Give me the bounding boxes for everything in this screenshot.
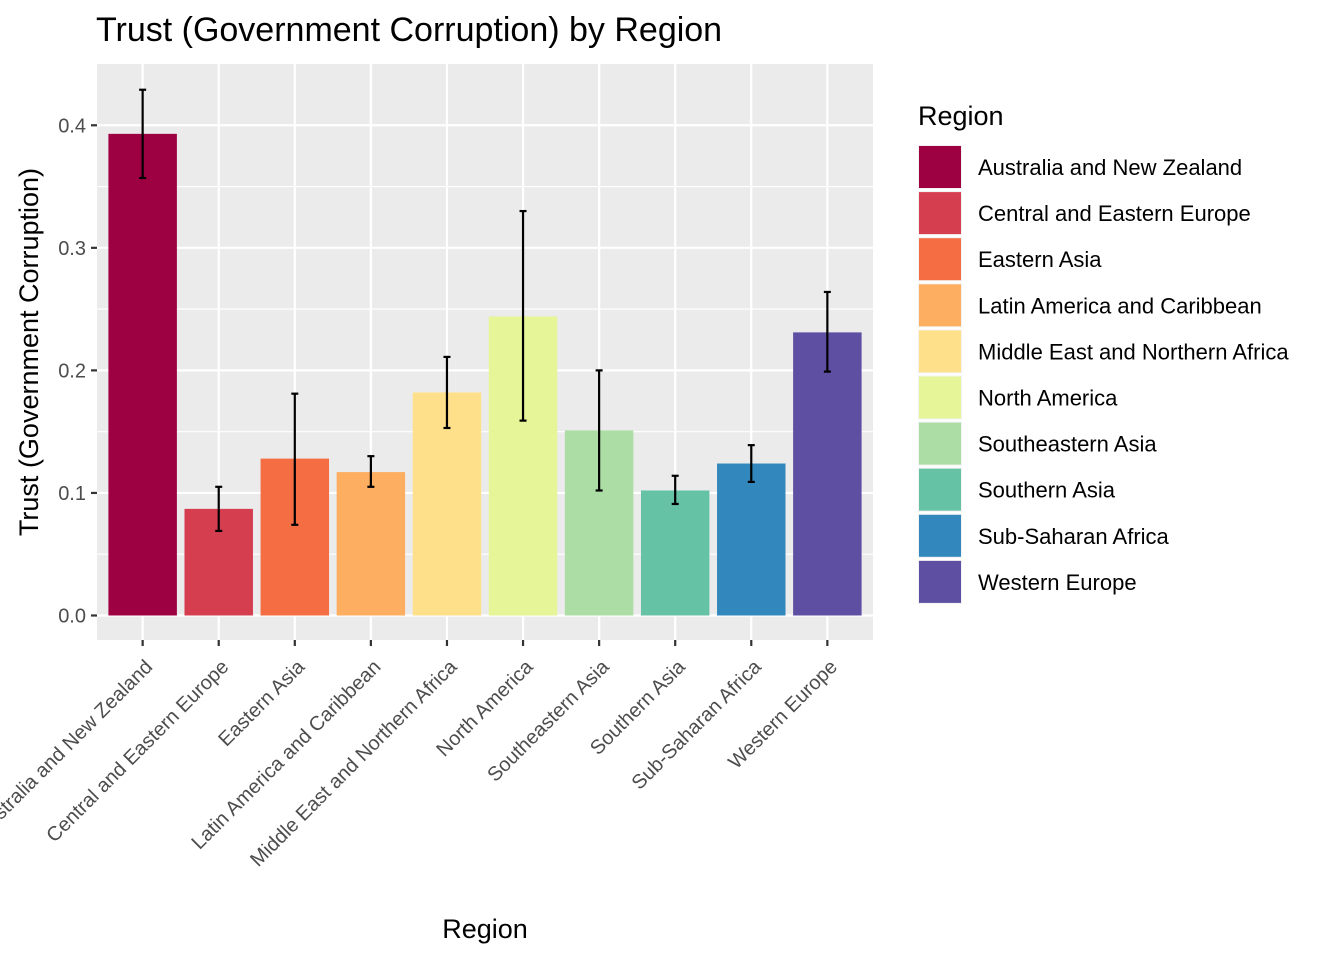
error-bar	[139, 88, 147, 180]
error-bars	[139, 88, 831, 533]
legend-item: Eastern Asia	[918, 237, 1102, 282]
bar	[336, 472, 406, 616]
legend-swatch	[919, 422, 961, 465]
legend-item: Sub-Saharan Africa	[918, 513, 1170, 558]
legend-swatch	[919, 560, 961, 603]
legend-label: North America	[978, 386, 1118, 411]
legend-item: Middle East and Northern Africa	[918, 329, 1289, 374]
error-bar	[671, 474, 679, 506]
bar	[640, 490, 710, 616]
x-tick-label: Sub-Saharan Africa	[628, 655, 767, 794]
error-bar	[367, 455, 375, 488]
legend-item: North America	[918, 375, 1118, 420]
bar	[793, 332, 862, 616]
error-bar	[519, 209, 527, 422]
y-axis: 0.0 0.1 0.2 0.3 0.4	[58, 115, 97, 627]
legend-item: Southeastern Asia	[918, 421, 1157, 466]
legend-label: Sub-Saharan Africa	[978, 524, 1170, 549]
error-bar	[215, 485, 223, 533]
legend-swatch	[919, 146, 961, 188]
legend-item: Latin America and Caribbean	[918, 283, 1262, 328]
legend-swatch	[919, 330, 961, 373]
legend-swatch	[919, 192, 961, 235]
y-tick-label: 0.0	[58, 605, 86, 627]
y-axis-title: Trust (Government Corruption)	[14, 168, 44, 536]
y-tick-label: 0.1	[58, 483, 86, 505]
error-bar	[823, 290, 831, 373]
legend-label: Central and Eastern Europe	[978, 201, 1251, 226]
legend-title: Region	[918, 101, 1004, 131]
bar	[108, 133, 177, 616]
legend-label: Southern Asia	[978, 478, 1116, 503]
x-axis-title: Region	[442, 914, 528, 944]
legend-swatch	[919, 284, 961, 327]
legend-swatch	[919, 376, 961, 419]
legend-label: Southeastern Asia	[978, 432, 1157, 457]
error-bar	[595, 369, 603, 492]
legend-swatch	[919, 238, 961, 281]
error-bar	[291, 392, 299, 526]
legend-item: Australia and New Zealand	[918, 145, 1242, 189]
error-bar	[747, 444, 755, 484]
legend-label: Australia and New Zealand	[978, 155, 1242, 180]
y-tick-label: 0.3	[58, 238, 86, 260]
legend-item: Southern Asia	[918, 467, 1116, 512]
legend: Region Australia and New Zealand Central …	[918, 101, 1289, 604]
bar	[412, 392, 482, 616]
bar	[717, 463, 786, 616]
legend-label: Western Europe	[978, 570, 1137, 595]
chart-title: Trust (Government Corruption) by Region	[96, 11, 722, 49]
error-bar	[443, 355, 451, 430]
legend-item: Central and Eastern Europe	[918, 191, 1251, 236]
legend-swatch	[919, 468, 961, 511]
y-tick-label: 0.4	[58, 115, 86, 137]
legend-label: Middle East and Northern Africa	[978, 339, 1289, 364]
legend-item: Western Europe	[918, 559, 1137, 604]
legend-label: Eastern Asia	[978, 247, 1102, 272]
legend-swatch	[919, 514, 961, 557]
bars	[108, 133, 862, 616]
legend-label: Latin America and Caribbean	[978, 293, 1262, 318]
y-tick-label: 0.2	[58, 360, 86, 382]
